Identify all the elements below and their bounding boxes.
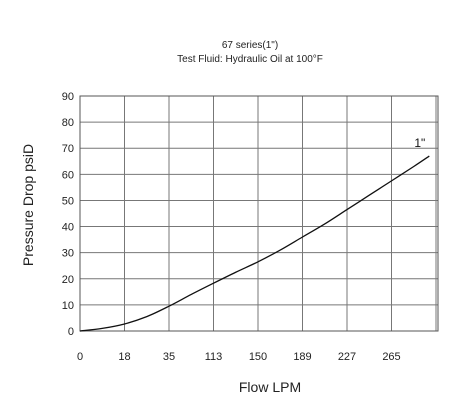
x-tick-label: 35 [163,351,175,363]
x-tick-label: 265 [382,351,400,363]
y-tick-label: 40 [62,222,74,234]
y-tick-label: 80 [62,117,74,129]
x-tick-labels: 0 18 35 113 150 189 227 265 [77,351,401,363]
x-tick-label: 113 [205,351,223,363]
x-tick-label: 18 [118,351,130,363]
chart-title: 67 series(1") [222,40,278,51]
y-tick-label: 70 [62,143,74,155]
y-axis-label: Pressure Drop psiD [20,144,36,266]
y-tick-labels: 0 10 20 30 40 50 60 70 80 90 [62,91,74,338]
y-tick-label: 0 [68,326,74,338]
y-tick-label: 60 [62,169,74,181]
series-line [79,155,430,332]
series-layer: 1" [79,136,430,332]
chart-subtitle: Test Fluid: Hydraulic Oil at 100°F [177,54,323,65]
x-tick-label: 0 [77,351,83,363]
y-tick-label: 20 [62,274,74,286]
x-axis-label: Flow LPM [239,379,301,395]
y-tick-label: 90 [62,91,74,103]
series-label: 1" [414,136,425,150]
grid [79,95,439,332]
x-tick-label: 150 [249,351,267,363]
y-tick-label: 30 [62,248,74,260]
plot-frame [79,95,439,332]
y-tick-label: 10 [62,300,74,312]
y-tick-label: 50 [62,195,74,207]
x-tick-label: 227 [338,351,356,363]
x-tick-label: 189 [293,351,311,363]
